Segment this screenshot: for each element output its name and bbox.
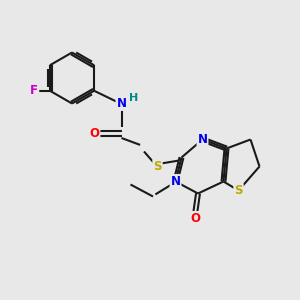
Text: S: S [153, 160, 162, 173]
Text: N: N [116, 97, 127, 110]
Text: S: S [234, 184, 243, 197]
Text: F: F [30, 84, 38, 97]
Text: H: H [130, 93, 139, 103]
Text: N: N [170, 175, 181, 188]
Text: N: N [197, 133, 208, 146]
Text: O: O [89, 127, 100, 140]
Text: O: O [190, 212, 200, 225]
